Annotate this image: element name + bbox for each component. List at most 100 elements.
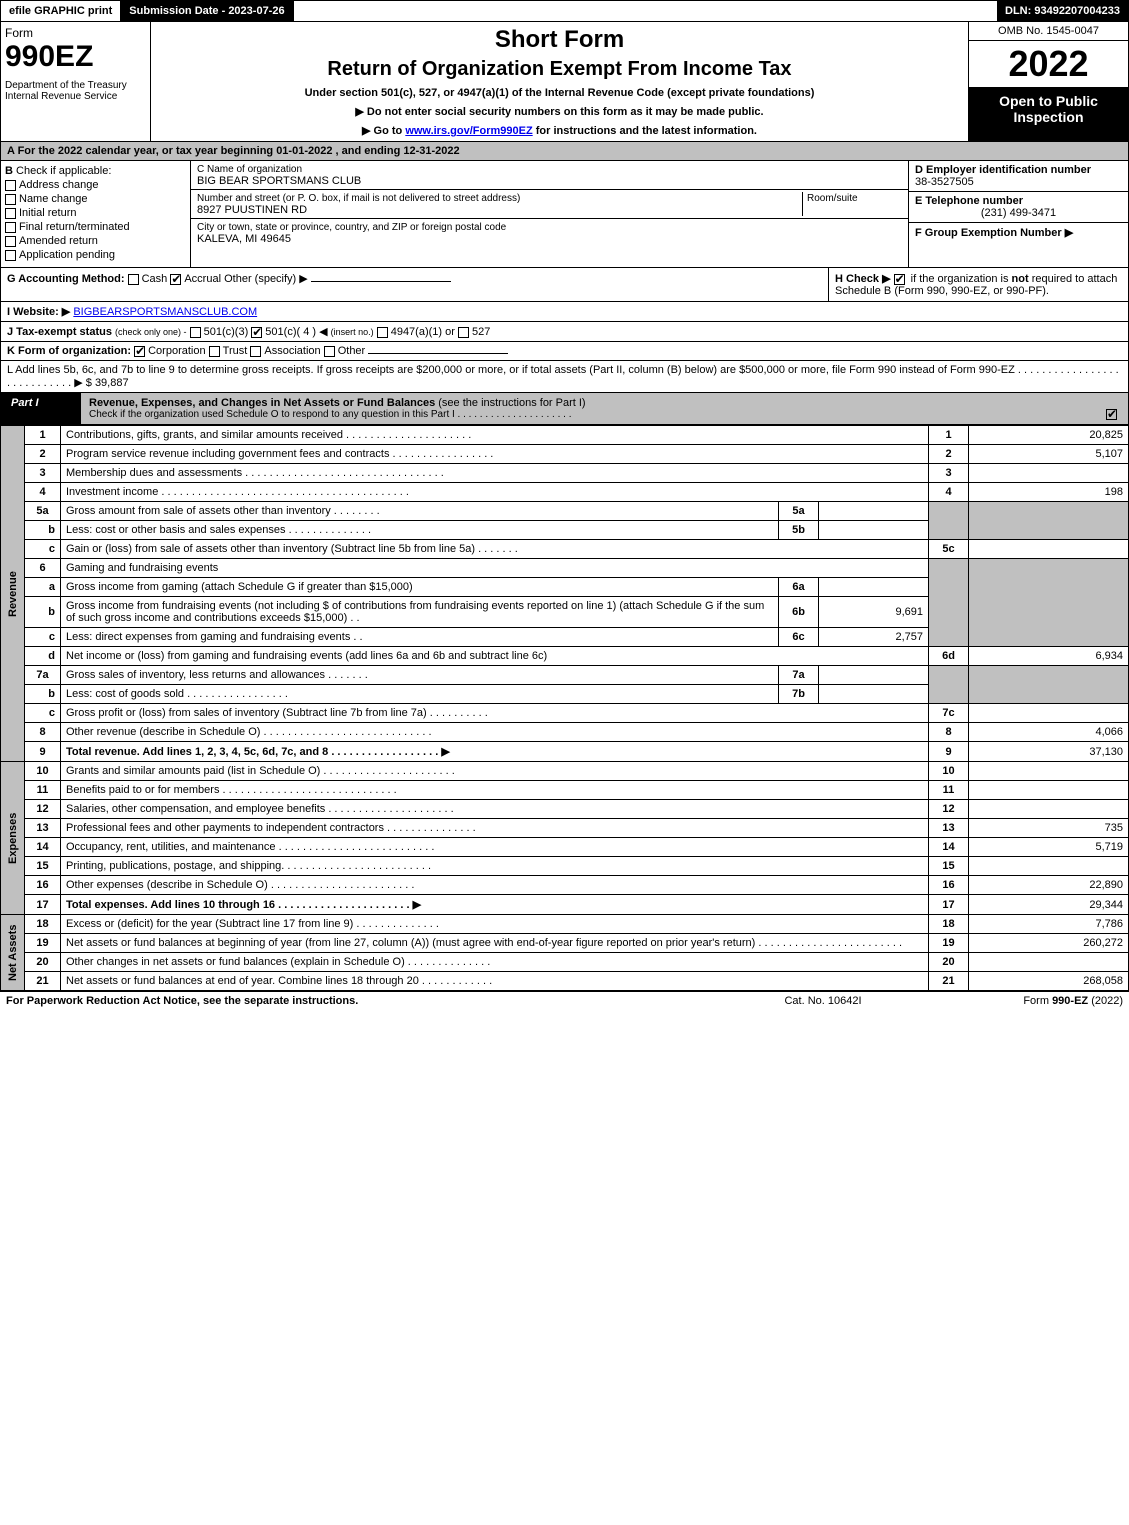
checkbox-icon <box>5 250 16 261</box>
chk-initial-return[interactable]: Initial return <box>5 207 186 219</box>
ln-mid-num: 6a <box>779 578 819 597</box>
irs-link[interactable]: www.irs.gov/Form990EZ <box>405 125 532 137</box>
line-7a: 7a Gross sales of inventory, less return… <box>1 666 1129 685</box>
ln-desc: Professional fees and other payments to … <box>61 819 929 838</box>
ln-right-val: 5,719 <box>969 838 1129 857</box>
dln-label: DLN: 93492207004233 <box>997 1 1128 21</box>
line-3: 3 Membership dues and assessments . . . … <box>1 464 1129 483</box>
ln-num: 9 <box>25 742 61 762</box>
ln-desc: Investment income . . . . . . . . . . . … <box>61 483 929 502</box>
part1-title: Revenue, Expenses, and Changes in Net As… <box>89 397 435 409</box>
checkbox-icon <box>5 222 16 233</box>
j-4947: 4947(a)(1) or <box>391 326 455 338</box>
d-ein-block: D Employer identification number 38-3527… <box>909 161 1128 192</box>
line-1: Revenue 1 Contributions, gifts, grants, … <box>1 426 1129 445</box>
line-8: 8 Other revenue (describe in Schedule O)… <box>1 723 1129 742</box>
ln-mid-val <box>819 578 929 597</box>
ln-num: c <box>25 540 61 559</box>
b-label: B <box>5 165 13 177</box>
chk-address-change[interactable]: Address change <box>5 179 186 191</box>
checkbox-icon[interactable] <box>377 327 388 338</box>
ln-desc-bold: Total expenses. Add lines 10 through 16 … <box>66 899 421 911</box>
header-left: Form 990EZ Department of the Treasury In… <box>1 22 151 141</box>
k-other: Other <box>338 345 366 357</box>
g-accrual: Accrual <box>184 273 221 285</box>
ln-num: 13 <box>25 819 61 838</box>
return-title: Return of Organization Exempt From Incom… <box>155 58 964 81</box>
ln-right-val: 37,130 <box>969 742 1129 762</box>
ln-num: 21 <box>25 972 61 991</box>
part1-title-block: Revenue, Expenses, and Changes in Net As… <box>81 393 1128 424</box>
row-i-website: I Website: ▶ BIGBEARSPORTSMANSCLUB.COM <box>0 302 1129 322</box>
revenue-side-label: Revenue <box>1 426 25 762</box>
checkbox-checked-icon[interactable] <box>1106 409 1117 420</box>
ln-right-val: 4,066 <box>969 723 1129 742</box>
c-city-row: City or town, state or province, country… <box>191 219 908 247</box>
checkbox-icon[interactable] <box>250 346 261 357</box>
ln-num: 18 <box>25 915 61 934</box>
ln-num: 12 <box>25 800 61 819</box>
row-j-tax-exempt: J Tax-exempt status (check only one) - 5… <box>0 322 1129 342</box>
ln-mid-val <box>819 685 929 704</box>
chk-name-change[interactable]: Name change <box>5 193 186 205</box>
chk-final-return[interactable]: Final return/terminated <box>5 221 186 233</box>
ln-num: 14 <box>25 838 61 857</box>
ln-right-num: 8 <box>929 723 969 742</box>
checkbox-icon[interactable] <box>209 346 220 357</box>
k-label: K Form of organization: <box>7 345 131 357</box>
col-b-check-applicable: B Check if applicable: Address change Na… <box>1 161 191 267</box>
part1-label: Part I <box>1 393 81 424</box>
part1-header: Part I Revenue, Expenses, and Changes in… <box>0 393 1129 425</box>
chk-application-pending[interactable]: Application pending <box>5 249 186 261</box>
j-527: 527 <box>472 326 490 338</box>
checkbox-checked-icon[interactable] <box>134 346 145 357</box>
c-street-row: Number and street (or P. O. box, if mail… <box>191 190 908 219</box>
line-12: 12 Salaries, other compensation, and emp… <box>1 800 1129 819</box>
omb-number: OMB No. 1545-0047 <box>969 22 1128 41</box>
line-14: 14 Occupancy, rent, utilities, and maint… <box>1 838 1129 857</box>
checkbox-icon[interactable] <box>324 346 335 357</box>
k-corp: Corporation <box>148 345 205 357</box>
b-checkif: Check if applicable: <box>16 165 111 177</box>
checkbox-icon[interactable] <box>458 327 469 338</box>
ln-right-num: 7c <box>929 704 969 723</box>
k-other-blank[interactable] <box>368 353 508 354</box>
ln-right-num: 13 <box>929 819 969 838</box>
ln-desc: Gross income from fundraising events (no… <box>61 597 779 628</box>
goto-post: for instructions and the latest informat… <box>533 125 757 137</box>
l-text: L Add lines 5b, 6c, and 7b to line 9 to … <box>7 364 1119 389</box>
ln-right-num: 11 <box>929 781 969 800</box>
ln-num: 5a <box>25 502 61 521</box>
goto-pre: ▶ Go to <box>362 125 405 137</box>
g-other: Other (specify) ▶ <box>224 273 308 285</box>
short-form-title: Short Form <box>155 26 964 54</box>
j-sub: (check only one) - <box>115 327 187 337</box>
org-name: BIG BEAR SPORTSMANS CLUB <box>197 175 361 187</box>
tax-year: 2022 <box>969 41 1128 87</box>
footer-formref: Form 990-EZ (2022) <box>923 995 1123 1007</box>
ln-right-num: 4 <box>929 483 969 502</box>
j-501c: 501(c)( 4 ) <box>265 326 316 338</box>
ln-desc: Net income or (loss) from gaming and fun… <box>61 647 929 666</box>
ln-desc: Gross amount from sale of assets other t… <box>61 502 779 521</box>
checkbox-checked-icon[interactable] <box>894 274 905 285</box>
checkbox-checked-icon[interactable] <box>170 274 181 285</box>
checkbox-icon[interactable] <box>128 274 139 285</box>
ln-desc: Total expenses. Add lines 10 through 16 … <box>61 895 929 915</box>
topbar: efile GRAPHIC print Submission Date - 20… <box>0 0 1129 22</box>
g-other-blank[interactable] <box>311 281 451 282</box>
street-label: Number and street (or P. O. box, if mail… <box>197 193 520 204</box>
ln-right-val <box>969 704 1129 723</box>
checkbox-icon[interactable] <box>190 327 201 338</box>
shade-cell <box>929 666 969 704</box>
ln-right-val: 6,934 <box>969 647 1129 666</box>
checkbox-checked-icon[interactable] <box>251 327 262 338</box>
ln-desc: Other revenue (describe in Schedule O) .… <box>61 723 929 742</box>
line-4: 4 Investment income . . . . . . . . . . … <box>1 483 1129 502</box>
line-6d: d Net income or (loss) from gaming and f… <box>1 647 1129 666</box>
ln-num: 6 <box>25 559 61 578</box>
efile-label[interactable]: efile GRAPHIC print <box>1 1 121 21</box>
chk-amended-return[interactable]: Amended return <box>5 235 186 247</box>
ln-right-num: 2 <box>929 445 969 464</box>
website-link[interactable]: BIGBEARSPORTSMANSCLUB.COM <box>73 306 257 318</box>
